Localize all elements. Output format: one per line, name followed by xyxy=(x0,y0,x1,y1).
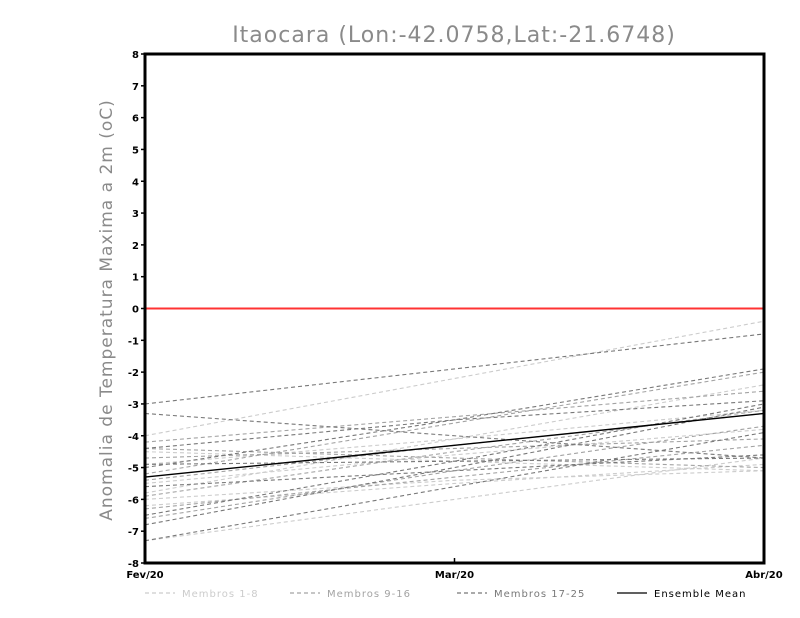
y-tick-label: -2 xyxy=(128,368,139,379)
member-line-4 xyxy=(144,428,765,485)
member-line-17 xyxy=(144,333,765,405)
y-tick-label: 5 xyxy=(132,145,139,156)
member-line-9 xyxy=(144,390,765,443)
y-tick-label: -1 xyxy=(128,336,139,347)
y-axis-ticks: -8 -7 -6 -5 -4 -3 -2 -1 0 1 2 3 4 5 6 7 8 xyxy=(128,50,145,570)
member-line-3 xyxy=(144,470,765,500)
x-axis-ticks: Fev/20 Mar/20 Abr/20 xyxy=(126,558,783,581)
legend-label: Membros 1-8 xyxy=(182,589,259,600)
y-tick-label: 0 xyxy=(132,305,139,316)
legend: Membros 1-8 Membros 9-16 Membros 17-25 Ense… xyxy=(145,589,746,600)
ensemble-mean-line xyxy=(144,412,765,478)
legend-label: Membros 17-25 xyxy=(494,589,585,600)
y-tick-label: -3 xyxy=(128,400,139,411)
member-line-2 xyxy=(144,457,765,542)
member-line-23 xyxy=(144,406,765,526)
y-tick-label: -6 xyxy=(128,495,139,506)
y-axis-label: Anomalia de Temperatura Maxima a 2m (oC) xyxy=(97,99,117,521)
member-line-20 xyxy=(144,457,765,465)
y-tick-label: -4 xyxy=(128,432,139,443)
member-line-12 xyxy=(144,444,765,510)
series-layer xyxy=(144,320,765,542)
y-tick-label: 6 xyxy=(132,114,139,125)
y-tick-label: -7 xyxy=(128,527,139,538)
y-tick-label: -5 xyxy=(128,464,139,475)
x-tick-label: Abr/20 xyxy=(745,570,782,581)
legend-label: Ensemble Mean xyxy=(654,589,746,600)
y-tick-label: 3 xyxy=(132,209,139,220)
y-tick-label: 2 xyxy=(132,241,139,252)
y-tick-label: 1 xyxy=(132,273,139,284)
legend-label: Membros 9-16 xyxy=(327,589,411,600)
member-line-22 xyxy=(144,412,765,459)
x-tick-label: Fev/20 xyxy=(126,570,163,581)
y-tick-label: 8 xyxy=(132,50,139,61)
member-line-11 xyxy=(144,438,765,459)
y-tick-label: 4 xyxy=(132,177,139,188)
member-line-24 xyxy=(144,454,765,488)
member-line-14 xyxy=(144,425,765,520)
chart-title: Itaocara (Lon:-42.0758,Lat:-21.6748) xyxy=(232,23,676,48)
y-tick-label: -8 xyxy=(128,559,139,570)
y-tick-label: 7 xyxy=(132,82,139,93)
member-line-5 xyxy=(144,409,765,465)
member-line-15 xyxy=(144,447,765,469)
x-tick-label: Mar/20 xyxy=(435,570,474,581)
member-line-6 xyxy=(144,463,765,507)
member-line-25 xyxy=(144,400,765,450)
